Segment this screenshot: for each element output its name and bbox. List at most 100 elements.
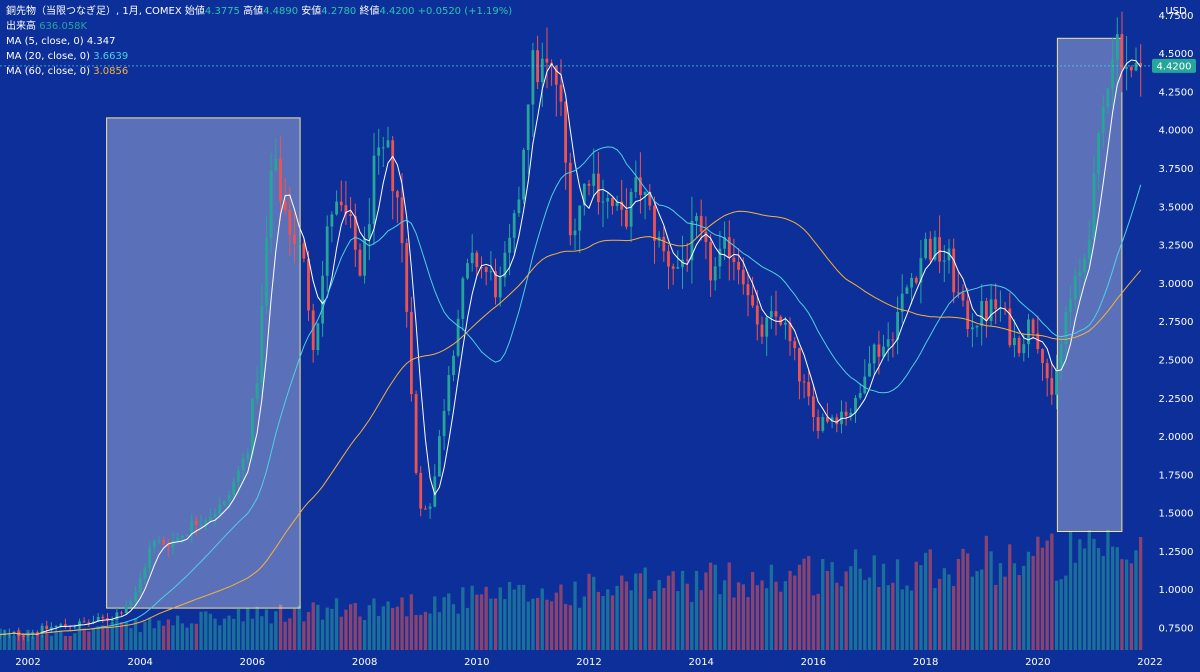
volume-bar bbox=[166, 619, 170, 650]
y-axis: 4.7500 4.5000 4.2500 4.0000 3.7500 3.5000 3.25… bbox=[1159, 11, 1194, 635]
candle-body bbox=[26, 634, 30, 637]
candle-body bbox=[283, 201, 287, 210]
candle-body bbox=[1036, 333, 1040, 349]
volume-bar bbox=[1031, 555, 1035, 650]
volume-bar bbox=[914, 561, 918, 650]
ma20-value: 3.6639 bbox=[93, 51, 129, 62]
candle-body bbox=[924, 238, 927, 259]
candle-body bbox=[255, 383, 259, 399]
candle-body bbox=[1115, 34, 1119, 60]
volume-bar bbox=[250, 618, 255, 650]
volume-bar bbox=[1017, 575, 1021, 650]
candle-body bbox=[59, 624, 63, 626]
volume-bar bbox=[124, 621, 128, 650]
candle-body bbox=[980, 301, 984, 326]
candle-body bbox=[662, 236, 666, 252]
volume-bar bbox=[984, 535, 988, 650]
volume-bar bbox=[255, 606, 259, 650]
candle-body bbox=[325, 226, 329, 276]
candle-body bbox=[512, 213, 516, 238]
volume-bar bbox=[975, 571, 979, 650]
candle-body bbox=[695, 215, 698, 221]
candle-body bbox=[367, 224, 371, 239]
volume-bar bbox=[264, 609, 269, 650]
volume-bar bbox=[498, 587, 502, 650]
candle-body bbox=[653, 205, 656, 241]
candle-body bbox=[171, 540, 175, 547]
volume-bar bbox=[12, 636, 16, 650]
candle-body bbox=[886, 339, 890, 347]
candle-body bbox=[45, 625, 49, 629]
volume-bar bbox=[503, 599, 507, 650]
candle-body bbox=[554, 65, 558, 85]
volume-bar bbox=[1003, 576, 1007, 650]
volume-bar bbox=[1040, 547, 1045, 650]
candle-body bbox=[863, 376, 867, 394]
candle-body bbox=[0, 634, 2, 636]
candle-body bbox=[919, 258, 923, 283]
volume-bar bbox=[320, 619, 325, 650]
candle-body bbox=[50, 627, 53, 629]
volume-bar bbox=[358, 616, 362, 650]
volume-bar bbox=[423, 611, 428, 650]
volume-bar bbox=[367, 605, 371, 650]
candle-body bbox=[942, 260, 946, 262]
volume-bar bbox=[909, 590, 914, 650]
candle-body bbox=[793, 341, 797, 349]
volume-bar bbox=[419, 614, 423, 650]
volume-bar bbox=[0, 628, 2, 650]
candle-body bbox=[615, 201, 619, 206]
candle-body bbox=[101, 616, 105, 619]
candle-body bbox=[746, 284, 750, 296]
volume-bar bbox=[578, 607, 582, 650]
candle-body bbox=[503, 252, 507, 278]
volume-bar bbox=[35, 632, 40, 650]
volume-bar bbox=[391, 608, 395, 650]
volume-bar bbox=[21, 634, 25, 650]
volume-bar bbox=[101, 625, 105, 650]
candle-body bbox=[798, 348, 801, 382]
volume-bar bbox=[1087, 530, 1091, 650]
candle-body bbox=[872, 344, 876, 364]
candle-body bbox=[1092, 173, 1096, 240]
volume-bar bbox=[559, 584, 563, 650]
candle-body bbox=[461, 278, 465, 319]
volume-bar bbox=[428, 613, 432, 650]
volume-bar bbox=[199, 611, 203, 650]
volume-bar bbox=[676, 591, 680, 650]
volume-bar bbox=[77, 625, 82, 650]
candle-body bbox=[1097, 132, 1100, 174]
candle-body bbox=[709, 242, 712, 281]
volume-bar bbox=[334, 598, 339, 650]
y-tick-label: 1.0000 bbox=[1159, 585, 1194, 596]
candle-body bbox=[78, 621, 81, 627]
candle-body bbox=[92, 621, 95, 623]
volume-bar bbox=[377, 615, 381, 650]
volume-bar bbox=[311, 602, 315, 650]
volume-bar bbox=[769, 564, 773, 650]
candle-body bbox=[344, 205, 348, 215]
candle-body bbox=[22, 635, 25, 637]
volume-bar bbox=[227, 615, 231, 650]
volume-bar bbox=[49, 635, 54, 650]
candle-body bbox=[531, 50, 535, 105]
candle-body bbox=[307, 258, 310, 311]
y-tick-label: 4.0000 bbox=[1159, 126, 1194, 137]
candle-body bbox=[812, 396, 815, 418]
candle-body bbox=[896, 312, 899, 340]
volume-bar bbox=[694, 570, 699, 650]
candle-body bbox=[891, 339, 895, 341]
volume-bar bbox=[1064, 575, 1068, 650]
candle-body bbox=[349, 214, 352, 216]
candle-body bbox=[96, 616, 100, 622]
candle-body bbox=[456, 318, 460, 356]
volume-bar bbox=[152, 628, 156, 650]
candle-body bbox=[36, 632, 39, 634]
volume-bar bbox=[400, 597, 404, 650]
candle-body bbox=[391, 140, 395, 192]
volume-bar bbox=[288, 618, 292, 650]
volume-bar bbox=[339, 616, 343, 650]
volume-bar bbox=[381, 606, 385, 650]
